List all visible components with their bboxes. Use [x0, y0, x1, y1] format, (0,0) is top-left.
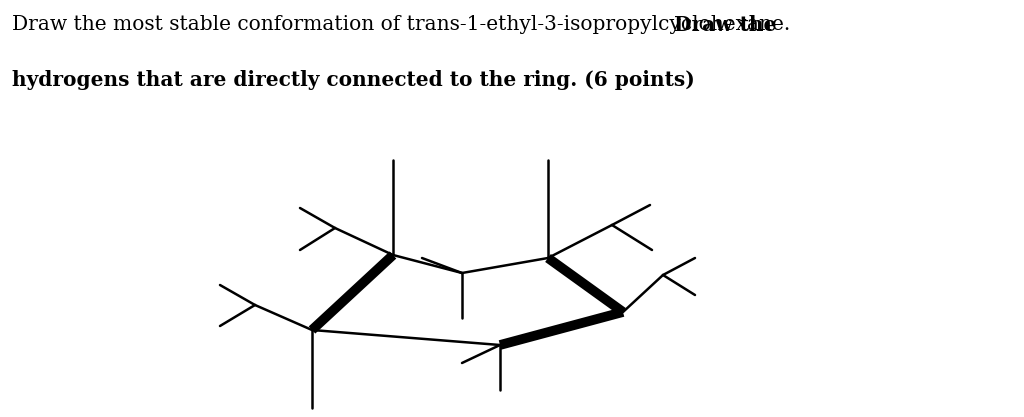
Text: Draw the most stable conformation of trans-1-ethyl-3-isopropylcyclohexane.: Draw the most stable conformation of tra…: [12, 15, 797, 34]
Text: Draw the: Draw the: [674, 15, 776, 35]
Text: hydrogens that are directly connected to the ring. (6 points): hydrogens that are directly connected to…: [12, 70, 695, 90]
